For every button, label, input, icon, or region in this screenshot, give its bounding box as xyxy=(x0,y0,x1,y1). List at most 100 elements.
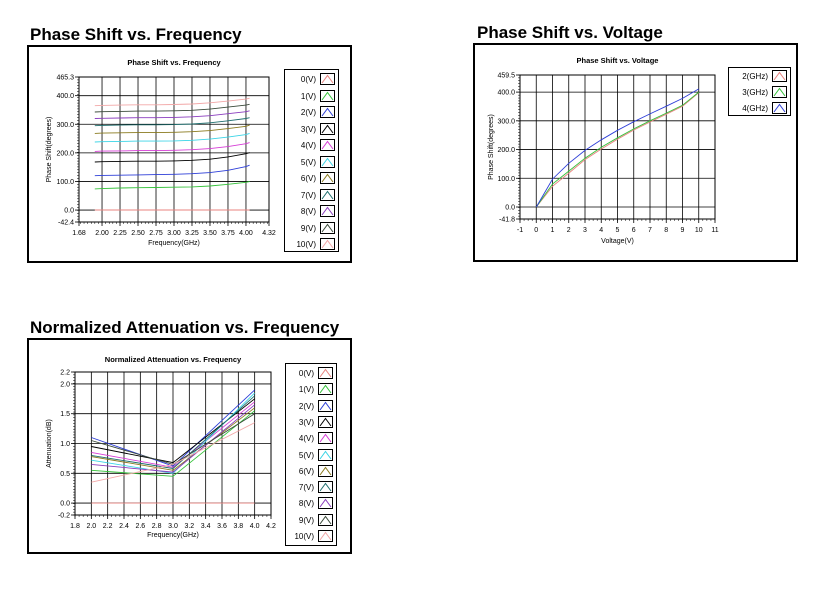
y-tick-label: 200.0 xyxy=(56,150,74,157)
legend-label: 2(GHz) xyxy=(742,72,768,81)
legend-label: 10(V) xyxy=(296,240,316,249)
legend-marker xyxy=(321,239,334,249)
legend-entry: 4(GHz) xyxy=(729,102,790,115)
legend-swatch-icon xyxy=(772,86,787,98)
x-tick-label: 2.25 xyxy=(113,230,127,237)
legend-swatch-icon xyxy=(318,367,333,379)
legend-phase-frequency: 0(V) 1(V) 2(V) 3(V) 4(V) 5(V) 6(V) 7(V) 8(V) 9(V)… xyxy=(284,69,339,252)
x-tick-label: 3.4 xyxy=(201,523,211,530)
x-tick-label: 9 xyxy=(681,227,685,234)
series-line xyxy=(91,410,255,477)
x-tick-label: 3.6 xyxy=(217,523,227,530)
x-tick-label: 3.50 xyxy=(203,230,217,237)
y-tick-label: 300.0 xyxy=(497,118,515,125)
panel-phase-frequency: Phase Shift vs. Frequency 1.68 2.00 2.25 2.5… xyxy=(27,45,352,263)
x-tick-label: 2.8 xyxy=(152,523,162,530)
legend-label: 2(V) xyxy=(298,401,314,411)
legend-swatch-icon xyxy=(320,122,335,135)
legend-entry: 9(V) xyxy=(285,221,338,235)
legend-marker xyxy=(319,499,332,508)
series-line xyxy=(91,404,255,473)
y-axis-label: Phase Shift(degrees) xyxy=(46,117,53,183)
series-line xyxy=(91,389,256,467)
series-line xyxy=(94,97,250,107)
legend-swatch-icon xyxy=(772,70,787,82)
legend-entry: 5(V) xyxy=(285,155,338,169)
x-tick-label: 0 xyxy=(534,227,538,234)
y-tick-label: 400.0 xyxy=(56,93,74,100)
y-tick-label: 0.5 xyxy=(60,471,70,478)
y-tick-label: 2.0 xyxy=(60,381,70,388)
x-tick-label: 3.0 xyxy=(168,523,178,530)
chart-attenuation: Normalized Attenuation vs. Frequency 1.8 2… xyxy=(46,355,276,539)
legend-entry: 9(V) xyxy=(286,513,336,527)
legend-entry: 1(V) xyxy=(285,89,338,103)
series-line xyxy=(535,92,700,208)
legend-marker xyxy=(319,417,332,427)
legend-swatch-icon xyxy=(320,188,335,201)
x-tick-label: 1.8 xyxy=(70,523,80,530)
chart-title: Phase Shift vs. Voltage xyxy=(577,56,659,65)
legend-entry: 2(GHz) xyxy=(729,70,790,83)
chart-phase-voltage: Phase Shift vs. Voltage -1 0 1 2 3 4 5 6 7 8 9 10 11 4… xyxy=(488,56,719,245)
x-tick-label: 4.32 xyxy=(262,230,276,237)
legend-entry: 7(V) xyxy=(285,188,338,202)
x-tick-label: 6 xyxy=(632,227,636,234)
x-tick-label: 3.25 xyxy=(185,230,199,237)
legend-label: 8(V) xyxy=(298,499,314,509)
y-tick-label: 2.2 xyxy=(60,370,70,377)
legend-marker xyxy=(319,482,332,492)
legend-entry: 8(V) xyxy=(285,205,338,218)
legend-swatch-icon xyxy=(320,73,335,85)
x-tick-label: 4 xyxy=(599,227,603,234)
series-line xyxy=(91,422,255,483)
y-tick-label: -0.2 xyxy=(58,513,70,520)
legend-marker xyxy=(321,107,334,117)
legend-label: 1(V) xyxy=(298,385,314,395)
panel-phase-voltage: Phase Shift vs. Voltage -1 0 1 2 3 4 5 6 7 8 9 10 11 4… xyxy=(473,43,798,262)
panel-attenuation: Normalized Attenuation vs. Frequency 1.8 2… xyxy=(27,338,352,554)
x-tick-label: 2.2 xyxy=(103,523,113,530)
legend-label: 2(V) xyxy=(300,108,316,117)
y-tick-label: 100.0 xyxy=(56,179,74,186)
series-line xyxy=(94,103,250,113)
legend-entry: 0(V) xyxy=(286,367,336,380)
x-tick-label: 3 xyxy=(583,227,587,234)
legend-swatch-icon xyxy=(320,139,335,151)
x-tick-label: 11 xyxy=(711,227,718,234)
legend-entry: 4(V) xyxy=(286,432,336,445)
legend-swatch-icon xyxy=(318,497,333,510)
legend-marker xyxy=(319,466,332,476)
legend-swatch-icon xyxy=(320,89,335,102)
legend-marker xyxy=(773,71,786,81)
x-axis-label: Voltage(V) xyxy=(601,238,634,245)
x-tick-label: 1.68 xyxy=(72,230,86,237)
legend-label: 8(V) xyxy=(300,207,316,216)
x-tick-label: 2 xyxy=(567,227,571,234)
legend-label: 6(V) xyxy=(300,174,316,183)
legend-attenuation: 0(V) 1(V) 2(V) 3(V) 4(V) 5(V) 6(V) 7(V) 8(V) 9(V)… xyxy=(285,363,337,546)
section-title-attenuation: Normalized Attenuation vs. Frequency xyxy=(30,318,340,337)
x-tick-label: 3.2 xyxy=(184,523,194,530)
x-tick-label: 3.00 xyxy=(167,230,181,237)
legend-label: 4(GHz) xyxy=(742,104,768,113)
legend-entry: 6(V) xyxy=(286,464,336,478)
legend-entry: 7(V) xyxy=(286,481,336,494)
legend-entry: 10(V) xyxy=(285,238,338,251)
legend-marker xyxy=(319,433,332,443)
series-line xyxy=(535,91,700,208)
legend-swatch-icon xyxy=(318,481,333,494)
y-tick-label: 465.3 xyxy=(56,75,74,82)
x-tick-label: 1 xyxy=(551,227,555,234)
y-tick-label: 0.0 xyxy=(505,204,515,211)
legend-label: 0(V) xyxy=(298,369,314,378)
series-line xyxy=(94,110,250,119)
legend-entry: 0(V) xyxy=(285,73,338,86)
legend-entry: 2(V) xyxy=(286,399,336,413)
y-tick-label: 400.0 xyxy=(497,90,515,97)
legend-marker xyxy=(321,157,334,166)
legend-label: 3(V) xyxy=(300,124,316,134)
legend-marker xyxy=(321,124,334,133)
legend-swatch-icon xyxy=(772,102,787,114)
legend-marker xyxy=(321,74,334,84)
